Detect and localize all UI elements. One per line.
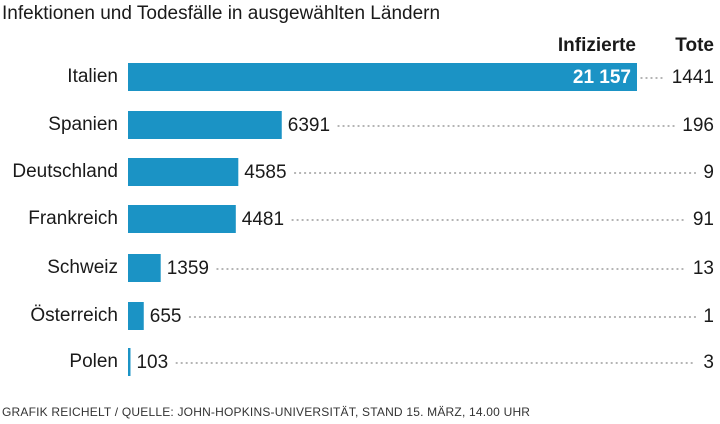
death-value: 91	[693, 209, 714, 230]
bar	[128, 111, 282, 139]
bar	[128, 205, 236, 233]
death-value: 1	[703, 306, 714, 327]
category-label: Österreich	[30, 305, 118, 326]
value-label: 21 157	[573, 67, 631, 88]
value-label: 4585	[244, 162, 286, 183]
category-label: Deutschland	[12, 161, 118, 182]
death-value: 1441	[672, 67, 714, 88]
value-label: 103	[136, 352, 168, 373]
category-label: Schweiz	[47, 257, 118, 278]
value-label: 4481	[242, 209, 284, 230]
value-label: 6391	[288, 115, 330, 136]
death-value: 3	[703, 352, 714, 373]
category-label: Polen	[69, 351, 118, 372]
value-label: 1359	[167, 258, 209, 279]
bar	[128, 302, 144, 330]
value-label: 655	[150, 306, 182, 327]
source-note: GRAFIK REICHELT / QUELLE: JOHN-HOPKINS-U…	[2, 405, 530, 419]
column-header: Infizierte	[558, 35, 636, 56]
death-value: 196	[682, 115, 714, 136]
chart-title: Infektionen und Todesfälle in ausgewählt…	[2, 3, 440, 24]
bar	[128, 348, 131, 376]
death-value: 9	[703, 162, 714, 183]
death-value: 13	[693, 258, 714, 279]
bar	[128, 63, 637, 91]
category-label: Italien	[67, 66, 118, 87]
category-label: Frankreich	[28, 208, 118, 229]
column-header: Tote	[675, 35, 714, 56]
category-label: Spanien	[48, 114, 118, 135]
bar	[128, 158, 239, 186]
bar	[128, 254, 161, 282]
